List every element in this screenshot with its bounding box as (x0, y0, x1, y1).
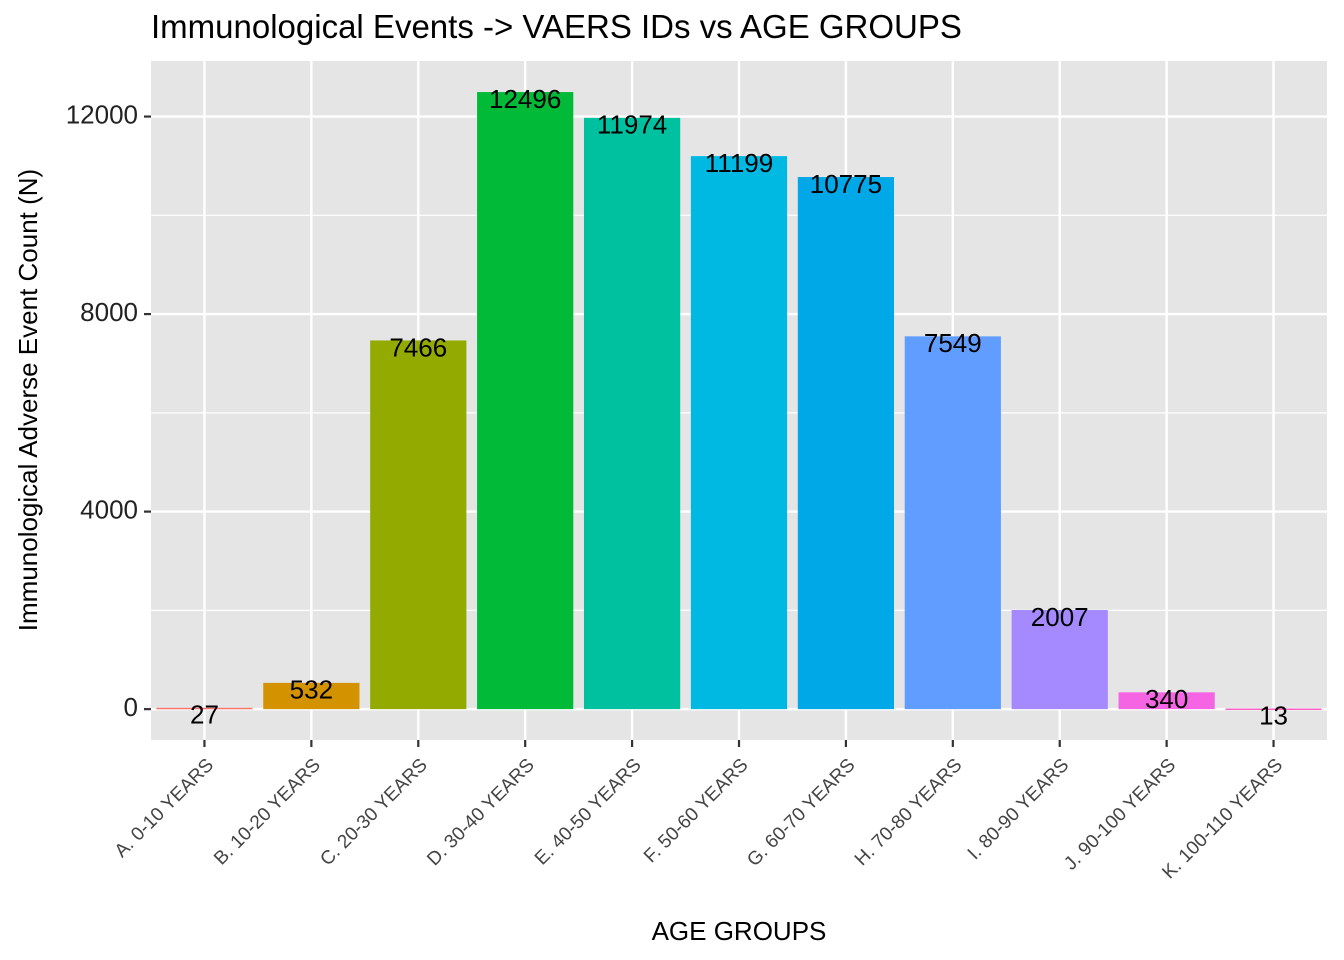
bar (797, 177, 895, 710)
bar (1011, 610, 1108, 710)
y-axis: 0 4000 8000 12000 (66, 99, 151, 722)
bar (1118, 692, 1215, 710)
chart-title: Immunological Events -> VAERS IDs vs AGE… (151, 8, 962, 45)
bar (583, 117, 681, 710)
y-tick-label: 0 (124, 692, 138, 722)
x-tick-label: D. 30-40 YEARS (423, 755, 538, 870)
data-label: 27 (190, 700, 219, 730)
data-label: 13 (1259, 700, 1288, 730)
x-tick-label: A. 0-10 YEARS (111, 755, 218, 862)
data-label: 340 (1145, 684, 1188, 714)
x-axis-title: AGE GROUPS (652, 916, 827, 946)
x-tick-label: E. 40-50 YEARS (531, 755, 646, 870)
bar (370, 340, 467, 710)
y-tick-label: 8000 (80, 297, 138, 327)
bars (156, 92, 1322, 710)
x-tick-label: G. 60-70 YEARS (743, 755, 859, 871)
bar (263, 682, 360, 710)
data-label: 7549 (924, 328, 982, 358)
y-tick-label: 4000 (80, 494, 138, 524)
x-tick-label: K. 100-110 YEARS (1158, 755, 1287, 884)
bar (904, 336, 1001, 710)
bar (690, 156, 788, 710)
bar (1225, 708, 1322, 710)
y-axis-title: Immunological Adverse Event Count (N) (13, 169, 43, 631)
data-label: 2007 (1031, 602, 1089, 632)
data-label: 10775 (810, 169, 882, 199)
data-label: 11974 (597, 110, 667, 140)
data-labels: 27 532 7466 12496 11974 11199 10775 7549 2007 340… (190, 84, 1288, 730)
data-label: 12496 (489, 84, 561, 114)
bar (156, 707, 253, 710)
data-label: 7466 (389, 332, 447, 362)
x-tick-label: H. 70-80 YEARS (851, 755, 966, 870)
y-tick-label: 12000 (66, 99, 138, 129)
x-tick-label: J. 90-100 YEARS (1060, 755, 1180, 875)
bar (477, 92, 574, 710)
x-tick-label: C. 20-30 YEARS (316, 755, 431, 870)
x-tick-label: F. 50-60 YEARS (640, 755, 752, 867)
x-tick-label: B. 10-20 YEARS (210, 755, 325, 870)
x-tick-label: I. 80-90 YEARS (964, 755, 1073, 864)
data-label: 11199 (705, 148, 773, 178)
data-label: 532 (290, 675, 333, 705)
